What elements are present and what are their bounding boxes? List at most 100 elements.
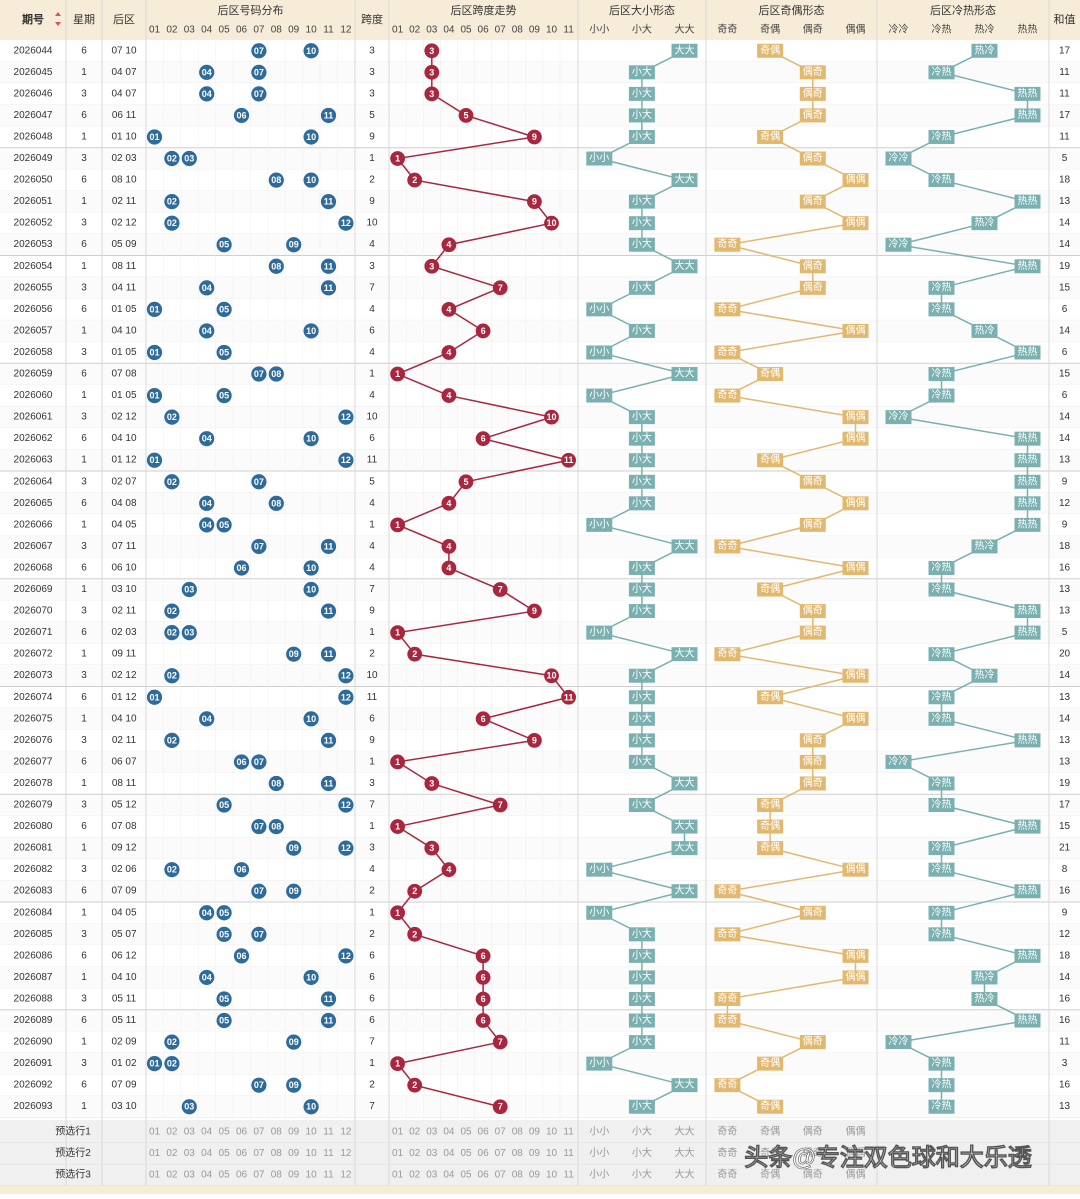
preselect-number[interactable]: 03 [184,1170,196,1181]
preselect-odd-even[interactable]: 偶奇 [803,1146,823,1159]
preselect-number[interactable]: 07 [253,1127,265,1138]
preselect-span-number[interactable]: 07 [495,1170,507,1181]
preselect-number[interactable]: 02 [166,1148,178,1159]
preselect-span-number[interactable]: 09 [529,1170,541,1181]
preselect-span-number[interactable]: 06 [478,1148,490,1159]
preselect-size[interactable]: 小大 [632,1146,652,1159]
odd-even-tag-label: 奇奇 [717,647,737,660]
preselect-span-number[interactable]: 11 [563,1170,574,1181]
preselect-span-number[interactable]: 06 [478,1127,490,1138]
preselect-span-number[interactable]: 08 [512,1170,524,1181]
preselect-odd-even[interactable]: 奇奇 [717,1146,737,1159]
preselect-size[interactable]: 小小 [589,1169,609,1181]
preselect-span-number[interactable]: 07 [495,1127,507,1138]
preselect-span-number[interactable]: 11 [563,1127,574,1138]
preselect-number[interactable]: 06 [236,1127,248,1138]
preselect-span-number[interactable]: 01 [392,1170,404,1181]
preselect-number[interactable]: 09 [288,1127,300,1138]
preselect-odd-even[interactable]: 偶偶 [846,1168,866,1181]
preselect-number[interactable]: 02 [166,1127,178,1138]
preselect-span-number[interactable]: 04 [443,1170,455,1181]
preselect-number[interactable]: 02 [166,1170,178,1181]
preselect-number[interactable]: 08 [271,1127,283,1138]
preselect-number[interactable]: 09 [288,1170,300,1181]
preselect-number[interactable]: 01 [149,1127,161,1138]
preselect-size[interactable]: 小小 [589,1126,609,1138]
preselect-odd-even[interactable]: 偶偶 [846,1146,866,1159]
preselect-span-number[interactable]: 04 [443,1127,455,1138]
preselect-size[interactable]: 大大 [675,1146,695,1159]
preselect-span-number[interactable]: 11 [563,1148,574,1159]
preselect-span-number[interactable]: 10 [546,1127,558,1138]
preselect-span-number[interactable]: 01 [392,1148,404,1159]
preselect-number[interactable]: 05 [219,1148,231,1159]
preselect-number[interactable]: 04 [201,1127,213,1138]
preselect-span-number[interactable]: 01 [392,1127,404,1138]
preselect-odd-even[interactable]: 偶偶 [846,1125,866,1138]
preselect-number[interactable]: 04 [201,1170,213,1181]
preselect-size[interactable]: 小大 [632,1125,652,1138]
preselect-span-number[interactable]: 06 [478,1170,490,1181]
preselect-number[interactable]: 05 [219,1127,231,1138]
preselect-number[interactable]: 03 [184,1127,196,1138]
preselect-odd-even[interactable]: 偶奇 [803,1168,823,1181]
preselect-span-number[interactable]: 04 [443,1148,455,1159]
preselect-number[interactable]: 10 [306,1148,318,1159]
sort-up-icon[interactable] [55,12,61,16]
preselect-size[interactable]: 大大 [675,1168,695,1181]
preselect-span-number[interactable]: 03 [426,1127,438,1138]
preselect-span-number[interactable]: 03 [426,1148,438,1159]
preselect-number[interactable]: 12 [340,1127,352,1138]
preselect-span-number[interactable]: 05 [460,1127,472,1138]
preselect-size[interactable]: 小大 [632,1168,652,1181]
preselect-number[interactable]: 01 [149,1148,161,1159]
preselect-number[interactable]: 09 [288,1148,300,1159]
preselect-size[interactable]: 小小 [589,1147,609,1159]
preselect-span-number[interactable]: 08 [512,1127,524,1138]
preselect-span-number[interactable]: 03 [426,1170,438,1181]
preselect-odd-even[interactable]: 奇奇 [717,1168,737,1181]
odd-even-tag-label: 偶偶 [846,560,866,573]
preselect-number[interactable]: 07 [253,1148,265,1159]
preselect-number[interactable]: 10 [306,1170,318,1181]
preselect-number[interactable]: 10 [306,1127,318,1138]
preselect-odd-even[interactable]: 奇偶 [760,1146,780,1159]
preselect-span-number[interactable]: 09 [529,1148,541,1159]
preselect-span-number[interactable]: 10 [546,1148,558,1159]
preselect-span-number[interactable]: 02 [409,1148,421,1159]
preselect-span-number[interactable]: 09 [529,1127,541,1138]
preselect-odd-even[interactable]: 奇偶 [760,1125,780,1138]
preselect-number[interactable]: 06 [236,1170,248,1181]
preselect-number[interactable]: 12 [340,1148,352,1159]
preselect-number[interactable]: 11 [323,1170,334,1181]
preselect-number[interactable]: 07 [253,1170,265,1181]
preselect-span-number[interactable]: 05 [460,1148,472,1159]
preselect-number[interactable]: 01 [149,1170,161,1181]
sort-down-icon[interactable] [55,22,61,26]
preselect-span-number[interactable]: 10 [546,1170,558,1181]
preselect-span-number[interactable]: 08 [512,1148,524,1159]
preselect-span-number[interactable]: 07 [495,1148,507,1159]
preselect-number[interactable]: 06 [236,1148,248,1159]
preselect-odd-even[interactable]: 奇奇 [717,1125,737,1138]
preselect-span-number[interactable]: 02 [409,1170,421,1181]
preselect-number[interactable]: 05 [219,1170,231,1181]
blue-ball [216,301,232,317]
preselect-number[interactable]: 12 [340,1170,352,1181]
preselect-number[interactable]: 04 [201,1148,213,1159]
cold-hot-tag [885,754,912,769]
preselect-span-number[interactable]: 05 [460,1170,472,1181]
preselect-number[interactable]: 08 [271,1148,283,1159]
weekday-cell: 6 [81,175,87,186]
preselect-number[interactable]: 11 [323,1148,334,1159]
preselect-number[interactable]: 03 [184,1148,196,1159]
preselect-number[interactable]: 08 [271,1170,283,1181]
preselect-odd-even[interactable]: 奇偶 [760,1168,780,1181]
preselect-odd-even[interactable]: 偶奇 [803,1125,823,1138]
preselect-span-number[interactable]: 02 [409,1127,421,1138]
blue-ball [199,969,215,986]
blue-ball-number: 05 [219,994,229,1004]
preselect-size[interactable]: 大大 [675,1125,695,1138]
preselect-number[interactable]: 11 [323,1127,334,1138]
